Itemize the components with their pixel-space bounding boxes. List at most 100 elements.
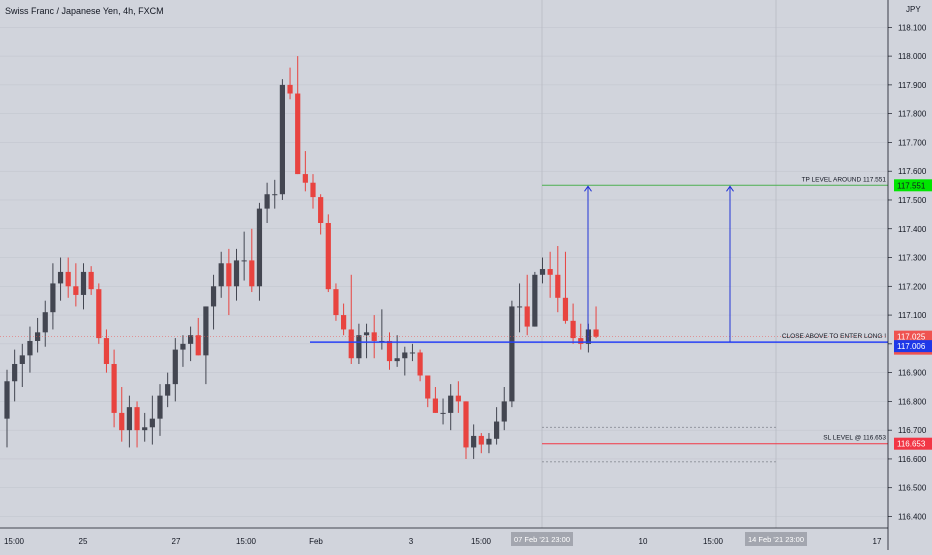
candle-bear[interactable] — [417, 352, 423, 376]
candle-bear[interactable] — [73, 286, 79, 295]
candle-bull[interactable] — [509, 306, 515, 402]
candle-bear[interactable] — [371, 332, 377, 341]
candle-bull[interactable] — [241, 260, 247, 262]
candle-bull[interactable] — [180, 343, 186, 350]
candle-bull[interactable] — [501, 401, 507, 422]
candle-bull[interactable] — [188, 335, 194, 344]
candle-bull[interactable] — [532, 274, 538, 327]
candle-bull[interactable] — [486, 438, 492, 445]
entry-level-label: CLOSE ABOVE TO ENTER LONG ! — [782, 333, 886, 340]
candle-bear[interactable] — [562, 297, 569, 321]
candle-bull[interactable] — [272, 194, 278, 196]
candle-bull[interactable] — [42, 312, 48, 333]
candle-bear[interactable] — [570, 320, 576, 339]
candle-bull[interactable] — [210, 286, 217, 307]
candle-bear[interactable] — [386, 340, 393, 362]
candle-bear[interactable] — [547, 269, 553, 275]
candle-bear[interactable] — [455, 395, 461, 402]
candle-bull[interactable] — [256, 208, 263, 287]
candle-bear[interactable] — [593, 329, 599, 337]
candle-bull[interactable] — [57, 271, 64, 284]
last-price-badge — [894, 330, 932, 343]
x-tick-label: 10 — [639, 537, 648, 546]
candle-bear[interactable] — [432, 398, 438, 413]
candle-bear[interactable] — [287, 84, 293, 94]
candle-bear[interactable] — [341, 315, 347, 330]
candle-bull[interactable] — [356, 335, 362, 359]
candle-bull[interactable] — [142, 427, 148, 431]
candle-bull[interactable] — [19, 355, 25, 364]
candle-bear[interactable] — [302, 174, 308, 183]
candle-bear[interactable] — [310, 182, 316, 198]
candle-bull[interactable] — [402, 352, 408, 359]
entry-price-badge-text: 117.006 — [897, 342, 926, 351]
candle-bear[interactable] — [65, 271, 71, 287]
sl-price-badge — [894, 437, 932, 450]
candle-bull[interactable] — [149, 418, 155, 428]
currency-label: JPY — [906, 5, 921, 14]
y-tick-label: 117.600 — [898, 167, 927, 176]
candle-bear[interactable] — [111, 363, 117, 413]
candle-bear[interactable] — [295, 93, 301, 175]
y-tick-label: 117.800 — [898, 110, 927, 119]
candle-bear[interactable] — [555, 274, 561, 298]
candle-bear[interactable] — [425, 375, 431, 399]
candle-bull[interactable] — [35, 332, 41, 341]
candle-bear[interactable] — [333, 289, 339, 316]
candle-bull[interactable] — [165, 384, 171, 396]
y-tick-label: 117.700 — [898, 138, 927, 147]
candle-bear[interactable] — [249, 260, 255, 287]
candle-bull[interactable] — [218, 263, 224, 287]
candle-bull[interactable] — [409, 352, 416, 354]
candle-bear[interactable] — [103, 338, 110, 364]
y-tick-label: 116.500 — [898, 484, 927, 493]
candle-bull[interactable] — [516, 306, 523, 308]
candle-bull[interactable] — [539, 269, 546, 275]
y-tick-label: 117.900 — [898, 81, 927, 90]
candle-bull[interactable] — [448, 395, 454, 413]
symbol-title: Swiss Franc / Japanese Yen, 4h, FXCM — [5, 6, 164, 16]
candle-bull[interactable] — [80, 271, 87, 295]
candle-bull[interactable] — [4, 381, 10, 419]
y-tick-label: 118.100 — [898, 23, 927, 32]
candle-bear[interactable] — [463, 401, 469, 448]
candle-bull[interactable] — [471, 435, 477, 448]
date-badge — [745, 532, 807, 546]
candle-bear[interactable] — [524, 306, 530, 327]
candle-bull[interactable] — [27, 340, 33, 356]
x-tick-label: 15:00 — [4, 537, 25, 546]
candle-bull[interactable] — [363, 332, 370, 336]
candle-bear[interactable] — [119, 412, 125, 431]
entry-price-badge — [894, 340, 932, 353]
candle-bull[interactable] — [394, 358, 400, 362]
candle-bull[interactable] — [172, 349, 178, 385]
y-tick-label: 117.400 — [898, 225, 927, 234]
candle-bull[interactable] — [264, 194, 270, 209]
x-tick-label: 25 — [79, 537, 88, 546]
candle-bull[interactable] — [494, 421, 500, 439]
y-tick-label: 117.200 — [898, 282, 927, 291]
y-tick-label: 116.600 — [898, 455, 927, 464]
date-badge — [511, 532, 573, 546]
candle-bull[interactable] — [50, 283, 56, 313]
candle-bull[interactable] — [12, 363, 18, 382]
candle-bear[interactable] — [88, 271, 94, 290]
candle-bear[interactable] — [195, 335, 201, 356]
candle-bear[interactable] — [96, 289, 102, 339]
candle-bear[interactable] — [578, 338, 584, 344]
candle-bear[interactable] — [348, 329, 354, 359]
candle-bear[interactable] — [478, 435, 484, 445]
candle-bull[interactable] — [279, 84, 285, 195]
candle-bull[interactable] — [440, 412, 446, 414]
candle-bear[interactable] — [226, 263, 232, 287]
y-tick-label: 117.500 — [898, 196, 927, 205]
candle-bull[interactable] — [126, 407, 132, 431]
candle-bear[interactable] — [325, 222, 331, 290]
candle-bear[interactable] — [318, 197, 324, 223]
candle-bull[interactable] — [203, 306, 209, 356]
candle-bear[interactable] — [134, 407, 140, 431]
candle-bull[interactable] — [157, 395, 163, 419]
candle-bull[interactable] — [233, 260, 240, 287]
